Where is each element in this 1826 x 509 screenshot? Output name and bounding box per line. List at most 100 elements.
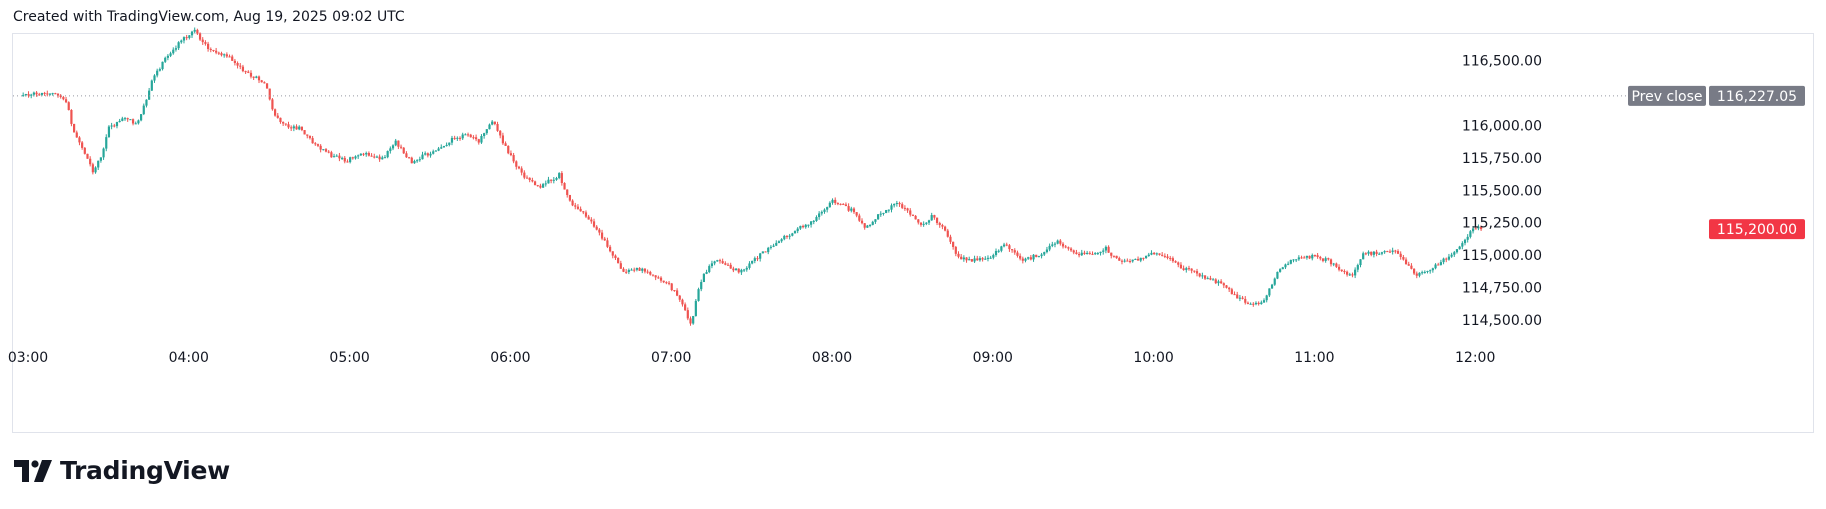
candle xyxy=(1404,257,1408,265)
candle-body xyxy=(298,126,301,130)
candle-body xyxy=(458,137,462,139)
candle xyxy=(1359,259,1362,268)
candle-body xyxy=(860,220,864,224)
candle xyxy=(630,268,633,271)
candle-body xyxy=(1321,258,1325,261)
candle-body xyxy=(1337,266,1341,270)
candle xyxy=(914,214,917,220)
candle-body xyxy=(405,153,408,158)
candle-body xyxy=(1048,245,1051,250)
candle-body xyxy=(464,134,467,136)
price-chart[interactable]: 116,500.00 116,000.00 115,750.00 115,500.00… xyxy=(0,0,1826,440)
candle-body xyxy=(461,134,464,139)
candle xyxy=(1077,251,1081,258)
candle xyxy=(1021,256,1024,264)
candle-body xyxy=(1142,257,1145,259)
candle xyxy=(54,92,57,95)
candle-body xyxy=(692,316,695,324)
tradingview-brand[interactable]: TradingView xyxy=(14,456,230,485)
candle xyxy=(708,264,711,274)
candle xyxy=(1201,272,1204,279)
candle xyxy=(710,260,714,269)
candle xyxy=(804,223,807,229)
candle-body xyxy=(539,185,542,188)
price-tick-label: 116,500.00 xyxy=(1462,54,1542,70)
candle xyxy=(1281,266,1284,270)
candle-body xyxy=(445,144,448,147)
candle-body xyxy=(150,80,153,91)
candle-body xyxy=(568,195,571,201)
candle-body xyxy=(1311,255,1314,259)
candle xyxy=(1102,248,1105,255)
candle-body xyxy=(1300,257,1303,259)
candle xyxy=(1185,266,1188,273)
candle-body xyxy=(598,229,601,233)
candle-body xyxy=(855,212,858,216)
candle-body xyxy=(1378,253,1381,255)
candle xyxy=(161,61,164,71)
candle xyxy=(509,150,513,157)
candle xyxy=(1260,300,1263,305)
candle-body xyxy=(324,149,328,152)
candle-body xyxy=(1297,257,1300,260)
candle xyxy=(1287,261,1290,266)
candle-body xyxy=(448,142,451,145)
candle xyxy=(759,252,762,262)
candle xyxy=(745,266,748,272)
candle-body xyxy=(129,119,132,121)
candle-body xyxy=(1402,257,1405,260)
candle xyxy=(732,266,735,273)
candle-body xyxy=(997,250,1000,252)
last-price-box xyxy=(1709,219,1805,240)
candle xyxy=(1096,252,1099,256)
candle xyxy=(314,142,317,146)
candle xyxy=(544,180,547,187)
candle-body xyxy=(1195,271,1199,274)
candle xyxy=(957,251,960,259)
candle-body xyxy=(51,93,54,95)
candle-body xyxy=(391,145,395,149)
candle xyxy=(678,294,681,302)
time-axis[interactable]: 03:00 04:00 05:00 06:00 07:00 08:00 09:00 10:00… xyxy=(8,350,1496,366)
candle xyxy=(649,270,652,276)
candle-body xyxy=(1375,251,1378,255)
candle-body xyxy=(359,153,362,156)
candle-body xyxy=(1171,258,1174,262)
candle xyxy=(627,268,630,275)
candle xyxy=(1153,252,1156,255)
candle xyxy=(1463,238,1467,246)
candle-body xyxy=(193,29,196,32)
candle-body xyxy=(303,130,306,135)
candle-body xyxy=(807,224,810,226)
prev-close-label: Prev close xyxy=(1631,89,1702,105)
candle xyxy=(1418,272,1421,278)
candle-body xyxy=(22,95,25,97)
candle-body xyxy=(574,205,577,207)
candle xyxy=(1471,226,1475,234)
candle-body xyxy=(1254,302,1258,305)
candle xyxy=(847,203,850,212)
candle-body xyxy=(654,275,657,278)
candle xyxy=(1265,294,1268,303)
candle-body xyxy=(1386,251,1389,253)
candle xyxy=(533,180,537,186)
price-axis[interactable]: 116,500.00 116,000.00 115,750.00 115,500.00… xyxy=(1462,54,1542,330)
candle xyxy=(547,176,550,184)
candle xyxy=(142,103,145,116)
candle xyxy=(820,210,823,216)
candle-body xyxy=(416,160,419,162)
time-tick-label: 10:00 xyxy=(1133,350,1173,366)
candle-body xyxy=(1388,251,1392,253)
candle-body xyxy=(126,118,129,120)
candle-body xyxy=(268,88,271,100)
candle xyxy=(1120,259,1124,265)
candle-body xyxy=(349,157,352,163)
candle-body xyxy=(354,156,357,159)
candle-body xyxy=(373,156,376,158)
candle-body xyxy=(541,184,545,188)
candle-body xyxy=(456,137,459,139)
candle-body xyxy=(643,268,647,272)
candle xyxy=(1128,258,1132,264)
candle-body xyxy=(903,207,906,209)
candle xyxy=(1295,259,1298,263)
